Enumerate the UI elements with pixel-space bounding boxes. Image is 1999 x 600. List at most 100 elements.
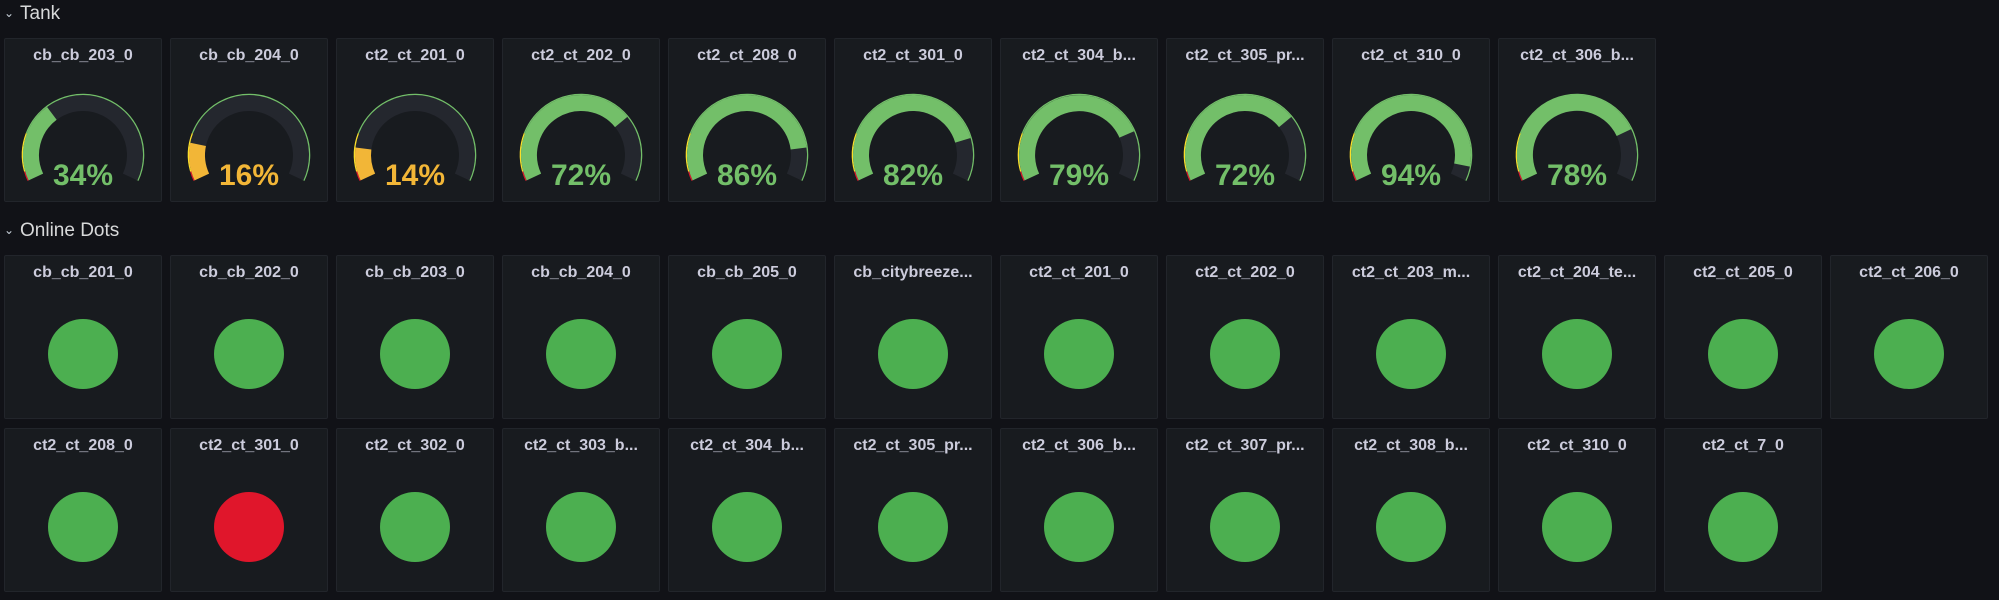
gauge-value-bar — [355, 147, 376, 181]
gauge-value-bar — [1019, 95, 1135, 181]
panel-body — [503, 286, 659, 418]
panel-title: cb_cb_203_0 — [33, 47, 133, 64]
status-dot-panel[interactable]: ct2_ct_201_0 — [1000, 255, 1158, 419]
gauge-chart: 14% — [353, 93, 477, 192]
status-dot-panel[interactable]: ct2_ct_203_m... — [1332, 255, 1490, 419]
status-dot-chart — [546, 319, 616, 389]
panel-body — [1665, 286, 1821, 418]
panel-title: ct2_ct_202_0 — [531, 47, 631, 64]
status-dot-chart — [546, 492, 616, 562]
status-dot-online — [1708, 319, 1778, 389]
status-dot-chart — [1708, 319, 1778, 389]
status-dot-online — [48, 319, 118, 389]
panel-title: ct2_ct_301_0 — [863, 47, 963, 64]
status-dot-chart — [1044, 319, 1114, 389]
gauge-panel[interactable]: ct2_ct_208_0 86% — [668, 38, 826, 202]
panel-title: ct2_ct_204_te... — [1517, 264, 1637, 281]
panel-body — [835, 459, 991, 591]
status-dot-chart — [380, 492, 450, 562]
gauge-chart: 82% — [851, 93, 975, 192]
status-dot-panel[interactable]: ct2_ct_202_0 — [1166, 255, 1324, 419]
panel-body — [5, 286, 161, 418]
status-dot-panel[interactable]: cb_cb_204_0 — [502, 255, 660, 419]
panel-title: cb_cb_202_0 — [199, 264, 299, 281]
status-dot-chart — [878, 492, 948, 562]
gauge-panel[interactable]: ct2_ct_202_0 72% — [502, 38, 660, 202]
gauge-panel[interactable]: ct2_ct_304_b... 79% — [1000, 38, 1158, 202]
gauge-track — [355, 95, 475, 181]
status-dot-panel[interactable]: cb_citybreeze... — [834, 255, 992, 419]
status-dot-chart — [1542, 492, 1612, 562]
status-dot-online — [380, 492, 450, 562]
panel-body — [835, 286, 991, 418]
status-dot-panel[interactable]: ct2_ct_205_0 — [1664, 255, 1822, 419]
panel-body — [669, 459, 825, 591]
status-dot-online — [1210, 492, 1280, 562]
status-dot-online — [214, 319, 284, 389]
status-dot-panel[interactable]: ct2_ct_310_0 — [1498, 428, 1656, 592]
gauge-chart: 94% — [1349, 93, 1473, 192]
row-header-online-dots[interactable]: ⌄ Online Dots — [4, 217, 119, 245]
panel-title: cb_cb_205_0 — [697, 264, 797, 281]
panel-title: ct2_ct_208_0 — [697, 47, 797, 64]
panel-title: cb_cb_204_0 — [531, 264, 631, 281]
panel-body — [1001, 459, 1157, 591]
status-dot-online — [1708, 492, 1778, 562]
status-dot-panel[interactable]: ct2_ct_208_0 — [4, 428, 162, 592]
status-dot-panel[interactable]: ct2_ct_301_0 — [170, 428, 328, 592]
panel-title: ct2_ct_310_0 — [1361, 47, 1461, 64]
status-dot-chart — [1376, 492, 1446, 562]
status-dot-online — [1210, 319, 1280, 389]
status-dot-panel[interactable]: cb_cb_203_0 — [336, 255, 494, 419]
panel-title: ct2_ct_303_b... — [524, 437, 638, 454]
panel-title: ct2_ct_206_0 — [1859, 264, 1959, 281]
panel-body — [1499, 286, 1655, 418]
panel-title: ct2_ct_306_b... — [1520, 47, 1634, 64]
panel-body: 79% — [1001, 69, 1157, 201]
panel-title: ct2_ct_201_0 — [365, 47, 465, 64]
status-dot-panel[interactable]: cb_cb_201_0 — [4, 255, 162, 419]
status-dot-online — [48, 492, 118, 562]
gauge-panel[interactable]: ct2_ct_305_pr... 72% — [1166, 38, 1324, 202]
status-dot-panel[interactable]: ct2_ct_305_pr... — [834, 428, 992, 592]
panel-title: ct2_ct_205_0 — [1693, 264, 1793, 281]
gauge-value-bar — [1351, 95, 1471, 181]
gauge-chart: 72% — [519, 93, 643, 192]
status-dot-online — [1376, 319, 1446, 389]
gauge-panel[interactable]: ct2_ct_201_0 14% — [336, 38, 494, 202]
status-dot-chart — [878, 319, 948, 389]
status-dot-panel[interactable]: ct2_ct_302_0 — [336, 428, 494, 592]
panel-body — [337, 459, 493, 591]
status-dot-panel[interactable]: cb_cb_205_0 — [668, 255, 826, 419]
panel-title: cb_cb_203_0 — [365, 264, 465, 281]
status-dot-online — [1542, 492, 1612, 562]
status-dot-panel[interactable]: ct2_ct_308_b... — [1332, 428, 1490, 592]
gauge-value-bar — [23, 106, 57, 181]
row-title: Online Dots — [20, 220, 120, 241]
status-dot-panel[interactable]: cb_cb_202_0 — [170, 255, 328, 419]
row-title: Tank — [20, 3, 61, 24]
status-dot-online — [1376, 492, 1446, 562]
gauge-value-text: 72% — [1215, 159, 1275, 192]
status-dot-panel[interactable]: ct2_ct_304_b... — [668, 428, 826, 592]
status-dot-chart — [712, 492, 782, 562]
status-dot-online — [712, 492, 782, 562]
status-dot-panel[interactable]: ct2_ct_204_te... — [1498, 255, 1656, 419]
status-dot-panel[interactable]: ct2_ct_206_0 — [1830, 255, 1988, 419]
gauge-panel[interactable]: cb_cb_203_0 34% — [4, 38, 162, 202]
gauge-panel[interactable]: cb_cb_204_0 16% — [170, 38, 328, 202]
panel-body — [1001, 286, 1157, 418]
status-dot-panel[interactable]: ct2_ct_306_b... — [1000, 428, 1158, 592]
panel-body: 94% — [1333, 69, 1489, 201]
status-dot-panel[interactable]: ct2_ct_307_pr... — [1166, 428, 1324, 592]
row-header-tank[interactable]: ⌄ Tank — [4, 0, 60, 28]
gauge-panel[interactable]: ct2_ct_306_b... 78% — [1498, 38, 1656, 202]
gauge-panel[interactable]: ct2_ct_310_0 94% — [1332, 38, 1490, 202]
status-dot-chart — [48, 492, 118, 562]
status-dot-panel[interactable]: ct2_ct_7_0 — [1664, 428, 1822, 592]
status-dot-panel[interactable]: ct2_ct_303_b... — [502, 428, 660, 592]
gauge-value-text: 78% — [1547, 159, 1607, 192]
gauge-value-bar — [687, 95, 807, 181]
gauge-panel[interactable]: ct2_ct_301_0 82% — [834, 38, 992, 202]
panel-body: 16% — [171, 69, 327, 201]
